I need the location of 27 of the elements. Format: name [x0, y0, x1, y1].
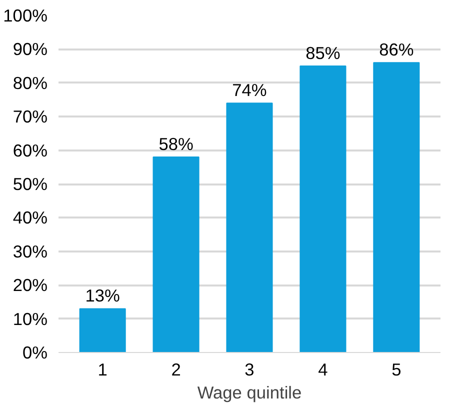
y-tick-label: 90%: [12, 39, 48, 60]
x-tick-label: 4: [318, 360, 328, 380]
y-tick-label: 40%: [12, 208, 48, 228]
x-axis-title: Wage quintile: [197, 382, 302, 402]
y-tick-label: 0%: [22, 342, 48, 362]
y-tick-label: 100%: [3, 6, 48, 26]
x-tick-label: 3: [244, 360, 254, 380]
data-label: 58%: [158, 134, 194, 154]
x-tick-label: 5: [392, 360, 402, 380]
data-label: 85%: [306, 43, 340, 64]
data-label: 13%: [85, 286, 120, 306]
x-tick-label: 2: [171, 360, 181, 380]
bar: [79, 308, 126, 352]
data-label: 86%: [379, 40, 414, 60]
y-tick-label: 70%: [12, 106, 48, 127]
y-tick-label: 50%: [12, 174, 48, 194]
data-label: 74%: [232, 80, 267, 100]
y-tick-label: 80%: [12, 72, 48, 93]
bar: [373, 62, 420, 352]
y-tick-label: 20%: [12, 275, 48, 296]
bar: [226, 102, 273, 352]
bar: [152, 156, 200, 352]
x-tick-label: 1: [98, 360, 108, 380]
y-tick-label: 60%: [12, 140, 48, 160]
bar: [300, 66, 346, 352]
y-tick-label: 30%: [12, 241, 48, 262]
y-tick-label: 10%: [12, 308, 48, 329]
